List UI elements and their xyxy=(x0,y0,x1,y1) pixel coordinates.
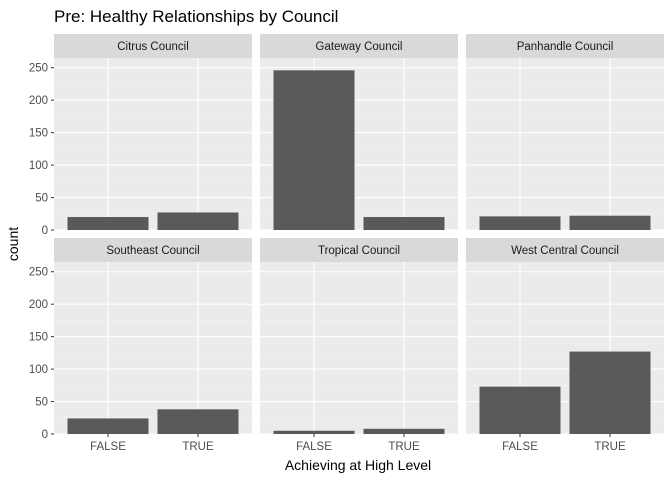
y-tick-label: 250 xyxy=(29,267,48,279)
facet-strip xyxy=(54,238,252,262)
y-tick-label: 200 xyxy=(29,95,48,107)
facet-panel: Tropical Council xyxy=(260,238,458,435)
y-tick-label: 200 xyxy=(29,299,48,311)
facet-panel: Gateway Council xyxy=(260,34,458,231)
y-tick-label: 100 xyxy=(29,160,48,172)
bar xyxy=(273,430,355,434)
facet-panel: West Central Council xyxy=(466,238,664,435)
bar xyxy=(273,70,355,230)
chart-title: Pre: Healthy Relationships by Council xyxy=(54,7,338,26)
facet-strip-label: Panhandle Council xyxy=(517,41,614,53)
y-tick-label: 150 xyxy=(29,332,48,344)
bar xyxy=(479,216,561,230)
facet-panel: Southeast Council xyxy=(54,238,252,435)
facet-strip-label: West Central Council xyxy=(511,245,619,257)
facet-panel: Citrus Council xyxy=(54,34,252,231)
y-tick-label: 150 xyxy=(29,128,48,140)
y-tick-label: 0 xyxy=(42,225,48,237)
facet-strip xyxy=(260,238,458,262)
facet-strip xyxy=(54,34,252,58)
bar xyxy=(67,217,149,230)
facet-strip xyxy=(466,34,664,58)
y-tick-label: 50 xyxy=(35,397,48,409)
bar xyxy=(157,212,239,230)
x-axis: FALSE TRUE FALSE TRUE FALSE TRUE xyxy=(90,434,626,453)
x-axis-title: Achieving at High Level xyxy=(285,457,431,473)
bar xyxy=(479,386,561,434)
y-tick-label: 50 xyxy=(35,193,48,205)
facet-strip xyxy=(260,34,458,58)
facet-panels: Citrus Council Gateway Council Panhandle C… xyxy=(54,34,664,435)
facet-strip-label: Gateway Council xyxy=(316,41,403,53)
x-tick-label: TRUE xyxy=(182,441,214,453)
facet-strip xyxy=(466,238,664,262)
bar xyxy=(569,215,651,230)
x-tick-label: FALSE xyxy=(296,441,332,453)
panel-background xyxy=(54,262,252,434)
y-tick-label: 100 xyxy=(29,364,48,376)
y-tick-label: 0 xyxy=(42,429,48,441)
x-tick-label: FALSE xyxy=(502,441,538,453)
facet-panel: Panhandle Council xyxy=(466,34,664,231)
x-tick-label: TRUE xyxy=(388,441,420,453)
bar xyxy=(67,418,149,434)
facet-strip-label: Southeast Council xyxy=(106,245,199,257)
bar xyxy=(569,351,651,434)
panel-background xyxy=(54,58,252,230)
bar xyxy=(363,428,445,434)
y-axes: 0 50 100 150 200 250 0 50 100 150 200 250 xyxy=(29,63,54,441)
y-axis-title: count xyxy=(5,227,21,261)
x-tick-label: FALSE xyxy=(90,441,126,453)
panel-background xyxy=(260,262,458,434)
bar xyxy=(157,409,239,434)
facet-strip-label: Citrus Council xyxy=(117,41,189,53)
y-tick-label: 250 xyxy=(29,63,48,75)
x-tick-label: TRUE xyxy=(594,441,626,453)
panel-background xyxy=(466,58,664,230)
bar xyxy=(363,217,445,230)
facet-strip-label: Tropical Council xyxy=(318,245,400,257)
